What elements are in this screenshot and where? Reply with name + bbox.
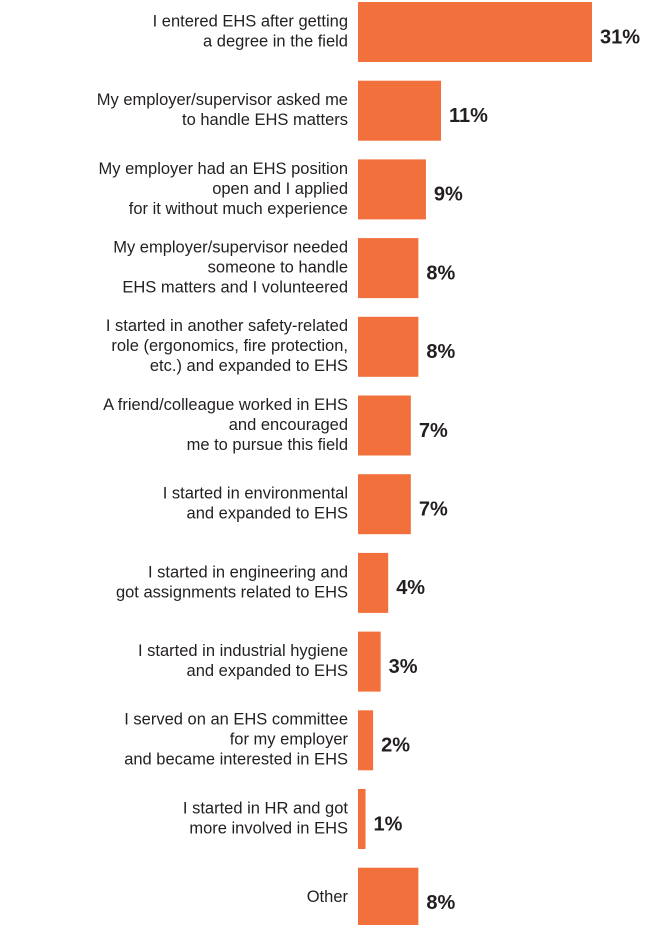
bar [358,789,366,849]
category-label: I started in environmental [163,485,348,503]
value-label: 4% [396,577,425,599]
category-label: open and I applied [212,180,348,198]
bar [358,395,411,456]
value-label: 2% [381,735,410,757]
bar [358,474,411,535]
category-label: and expanded to EHS [187,662,348,680]
category-label: My employer/supervisor asked me [97,91,348,109]
category-label: My employer/supervisor needed [113,238,348,256]
bar [358,867,419,925]
value-label: 1% [374,813,403,835]
bar [358,80,442,141]
category-label: A friend/colleague worked in EHS [103,396,348,414]
value-label: 8% [426,262,455,284]
bar [358,238,419,299]
category-label: I started in industrial hygiene [138,642,348,660]
category-label: I served on an EHS committee [124,711,348,729]
bar [358,2,592,62]
category-label: role (ergonomics, fire protection, [111,337,348,355]
bar [358,159,426,220]
category-label: My employer had an EHS position [99,160,348,178]
category-label: more involved in EHS [189,819,348,837]
category-label: I started in another safety-related [106,317,348,335]
value-label: 8% [426,341,455,363]
category-label: I entered EHS after getting [153,12,348,30]
bar [358,710,374,771]
category-label: and became interested in EHS [124,751,348,769]
value-label: 3% [389,656,418,678]
category-label: a degree in the field [203,32,348,50]
value-label: 9% [434,184,463,206]
category-label: for my employer [230,731,349,749]
value-label: 31% [600,26,640,48]
category-label: got assignments related to EHS [116,583,348,601]
category-label: EHS matters and I volunteered [122,278,348,296]
category-label: someone to handle [208,258,348,276]
category-label: me to pursue this field [187,436,348,454]
category-label: Other [307,888,349,906]
category-label: I started in HR and got [183,799,349,817]
value-label: 11% [449,105,488,127]
value-label: 7% [419,420,448,442]
category-label: to handle EHS matters [182,111,348,129]
value-label: 8% [426,892,455,914]
value-label: 7% [419,498,448,520]
bar [358,316,419,377]
category-label: etc.) and expanded to EHS [150,357,348,375]
bar [358,631,381,692]
category-label: and expanded to EHS [187,505,348,523]
category-label: I started in engineering and [148,563,348,581]
category-label: and encouraged [229,416,348,434]
category-label: for it without much experience [129,200,348,218]
bar [358,552,389,613]
